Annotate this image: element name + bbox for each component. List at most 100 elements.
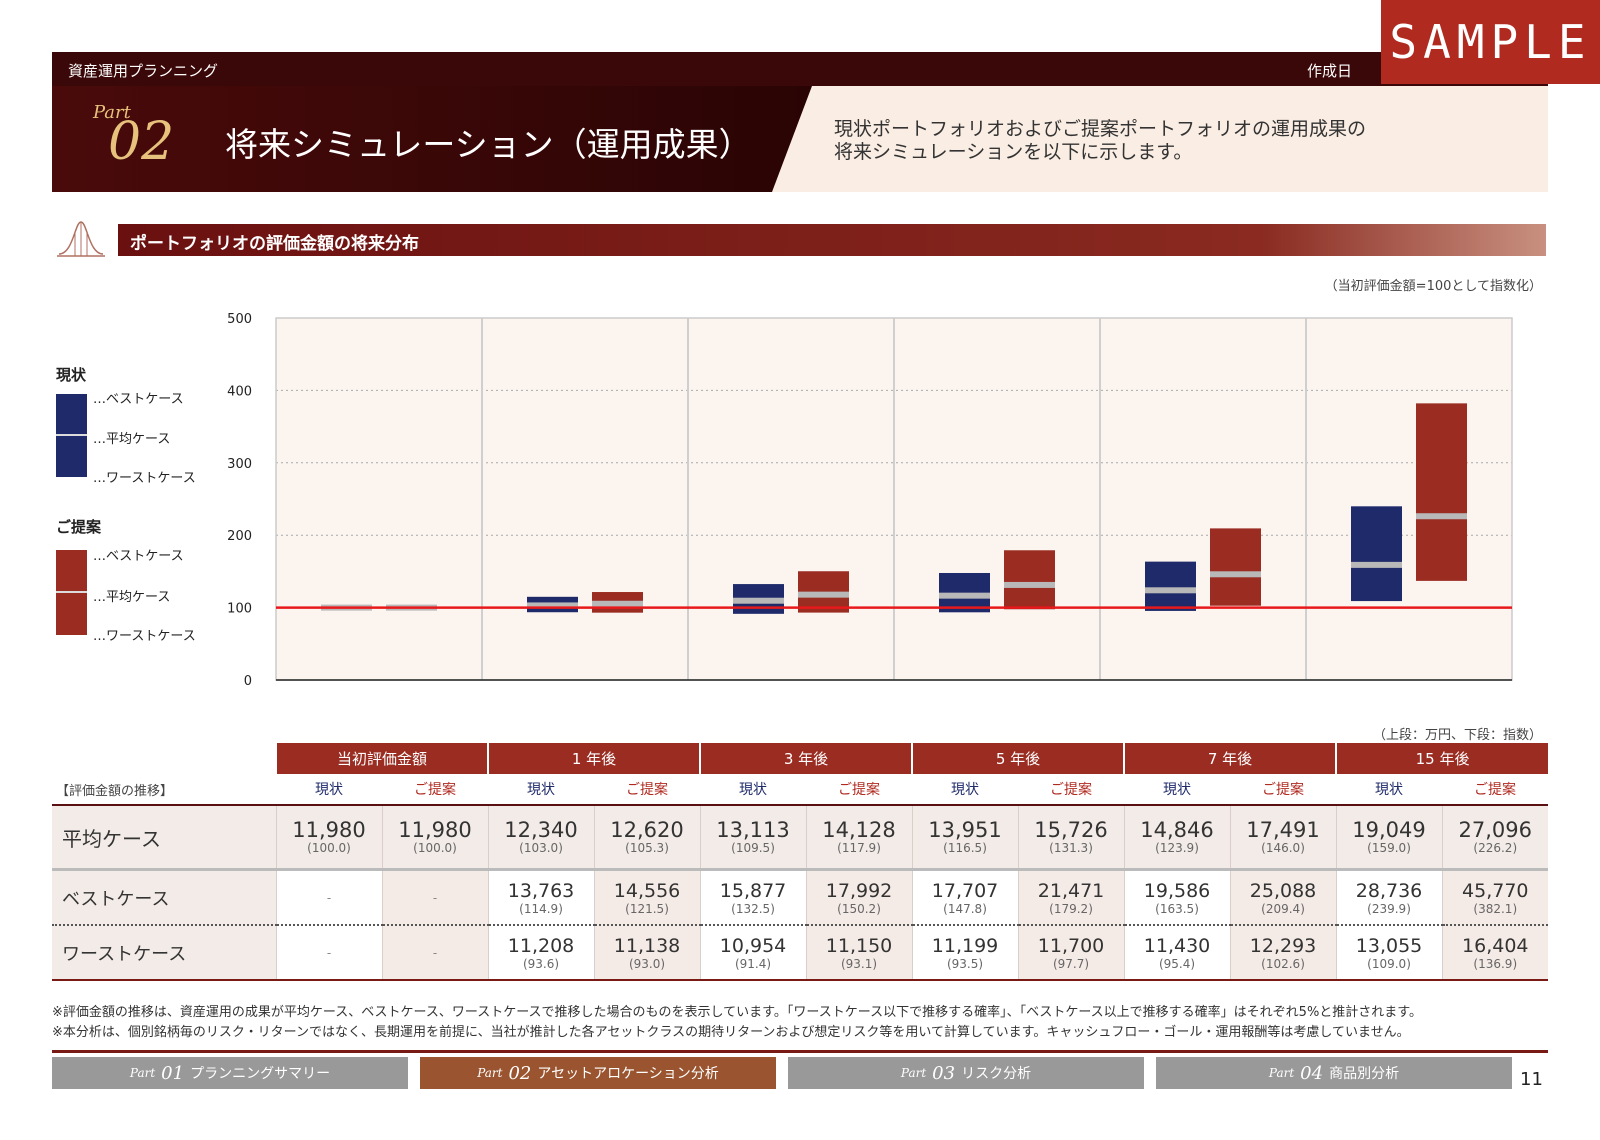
sub-header-proposal: ご提案: [1230, 774, 1337, 806]
cell-index: (100.0): [307, 841, 351, 855]
cell-index: (136.9): [1473, 956, 1518, 971]
title-band: [52, 86, 1548, 192]
average-marker: [798, 591, 849, 598]
cell-value: 13,055: [1355, 934, 1423, 957]
nav-tab-part-03[interactable]: Part 03 リスク分析: [788, 1057, 1144, 1089]
cell-index: (109.5): [731, 841, 775, 855]
unit-note: （上段：万円、下段：指数）: [1372, 728, 1542, 743]
nav-tab-part-01[interactable]: Part 01 プランニングサマリー: [52, 1057, 408, 1089]
cell-value: 27,096: [1458, 818, 1533, 842]
y-tick-label: 300: [227, 457, 252, 472]
table-cell: 11,208 (93.6): [487, 925, 595, 981]
sub-header-proposal: ご提案: [1018, 774, 1125, 806]
sub-header-proposal: ご提案: [806, 774, 913, 806]
nav-tab-part: Part: [129, 1066, 156, 1080]
nav-tab-part-02[interactable]: Part 02 アセットアロケーション分析: [420, 1057, 776, 1089]
description-line-2: 将来シミュレーションを以下に示します。: [834, 141, 1193, 163]
table-cell: 12,340 (103.0): [487, 804, 595, 871]
description-line-1: 現状ポートフォリオおよびご提案ポートフォリオの運用成果の: [834, 118, 1367, 140]
cell-value: 11,980: [292, 818, 366, 842]
sub-header-proposal: ご提案: [594, 774, 701, 806]
sub-header-proposal: ご提案: [382, 774, 489, 806]
cell-index: (163.5): [1155, 901, 1199, 916]
nav-tab-label: アセットアロケーション分析: [537, 1066, 719, 1082]
table-cell: 17,992 (150.2): [805, 869, 913, 926]
table-cell: 10,954 (91.4): [699, 925, 807, 981]
nav-tab-num: 01: [161, 1062, 185, 1084]
table-cell: 21,471 (179.2): [1017, 869, 1125, 926]
table-cell: 16,404 (136.9): [1441, 925, 1549, 981]
nav-tab-part-04[interactable]: Part 04 商品別分析: [1156, 1057, 1512, 1089]
nav-tab-num: 03: [932, 1062, 956, 1084]
legend-proposal-lower: [56, 593, 87, 635]
cell-value: 17,992: [825, 879, 893, 902]
table-corner: [52, 743, 276, 774]
table-cell: 17,707 (147.8): [911, 869, 1019, 926]
nav-tab-label: 商品別分析: [1329, 1066, 1400, 1082]
cell-index: (105.3): [625, 841, 669, 855]
average-marker: [1004, 581, 1055, 588]
range-bar-current: [939, 572, 990, 613]
sub-header-current: 現状: [1336, 774, 1443, 806]
cell-index: (159.0): [1367, 841, 1411, 855]
average-marker: [939, 592, 990, 599]
cell-value: 17,491: [1246, 818, 1320, 842]
row-label: ワーストケース: [52, 925, 276, 981]
cell-index: (100.0): [413, 841, 457, 855]
y-tick-label: 400: [227, 384, 252, 399]
cell-index: (209.4): [1261, 901, 1305, 916]
cell-index: (93.0): [628, 956, 666, 971]
legend-proposal-swatch: [56, 550, 87, 635]
top-header-bar: 資産運用プランニング 作成日: [52, 52, 1548, 86]
table-cell: 19,049 (159.0): [1335, 804, 1443, 871]
cell-index: (102.6): [1261, 956, 1305, 971]
y-tick-label: 200: [227, 529, 252, 544]
legend-current-lower: [56, 436, 87, 477]
cell-value: 11,208: [507, 934, 575, 957]
sub-header-current: 現状: [912, 774, 1019, 806]
table-cell: 14,556 (121.5): [593, 869, 701, 926]
table-cell: 11,430 (95.4): [1123, 925, 1231, 981]
table-cell: 13,113 (109.5): [699, 804, 807, 871]
table-cell: 15,726 (131.3): [1017, 804, 1125, 871]
cell-index: (239.9): [1367, 901, 1411, 916]
range-bar-proposal: [1004, 550, 1055, 610]
nav-tab-part: Part: [477, 1066, 503, 1080]
cell-value: -: [432, 945, 438, 960]
period-header: 当初評価金額: [274, 743, 489, 774]
table-cell: -: [381, 869, 489, 926]
table-cell: 14,128 (117.9): [805, 804, 913, 871]
average-marker: [733, 597, 784, 604]
cell-index: (97.7): [1052, 956, 1090, 971]
nav-tab-label: プランニングサマリー: [190, 1066, 331, 1082]
sub-header-row: 【評価金額の推移】 現状 ご提案 現状 ご提案 現状 ご提案 現状 ご提案 現状 ご提案 現状 ご提案: [52, 774, 1549, 806]
cell-index: (103.0): [519, 841, 563, 855]
cell-value: 10,954: [719, 934, 787, 957]
sub-header-proposal: ご提案: [1442, 774, 1549, 806]
section-heading-bar: ポートフォリオの評価金額の将来分布: [118, 224, 1546, 256]
cell-index: (150.2): [837, 901, 881, 916]
table-cell: 11,138 (93.0): [593, 925, 701, 981]
row-label: ベストケース: [52, 869, 276, 926]
period-header: 1 年後: [487, 743, 701, 774]
cell-value: 12,620: [610, 818, 684, 842]
y-tick-label: 0: [244, 674, 252, 689]
cell-value: 14,556: [613, 879, 681, 902]
page-number: 11: [1520, 1069, 1543, 1090]
table-cell: 14,846 (123.9): [1123, 804, 1231, 871]
page-title: 将来シミュレーション（運用成果）: [225, 125, 752, 164]
cell-value: 15,726: [1034, 818, 1108, 842]
legend-proposal-average: …平均ケース: [93, 590, 171, 605]
legend-current-upper: [56, 394, 87, 434]
cell-index: (117.9): [837, 841, 881, 855]
cell-index: (179.2): [1049, 901, 1093, 916]
cell-index: (121.5): [625, 901, 669, 916]
table-cell: 13,055 (109.0): [1335, 925, 1443, 981]
average-marker: [1351, 561, 1402, 568]
legend-proposal-heading: ご提案: [56, 518, 102, 536]
range-bar-current: [1351, 506, 1402, 602]
cell-index: (382.1): [1473, 901, 1518, 916]
table-cell: 17,491 (146.0): [1229, 804, 1337, 871]
section-heading: ポートフォリオの評価金額の将来分布: [130, 234, 419, 254]
cell-value: 11,430: [1143, 934, 1211, 957]
